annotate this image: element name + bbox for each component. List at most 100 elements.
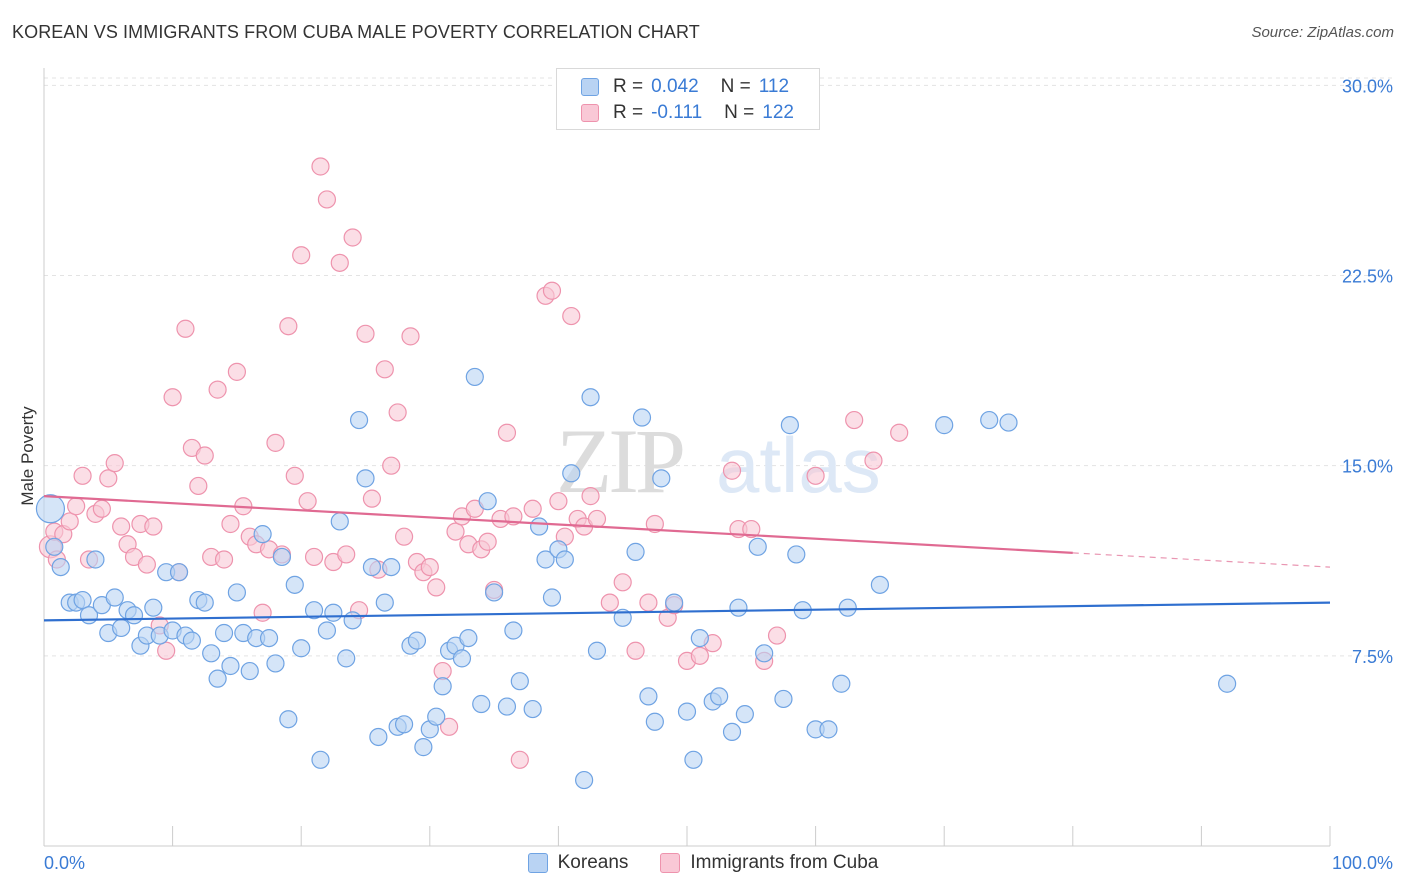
korean-point bbox=[51, 557, 70, 577]
watermark: ZIP atlas bbox=[556, 410, 881, 512]
correlation-legend: R = 0.042 N = 112 R = -0.111 N = 122 bbox=[556, 68, 820, 130]
cuba-point bbox=[742, 519, 761, 539]
korean-point bbox=[407, 631, 427, 650]
cuba-point bbox=[626, 641, 645, 660]
korean-point bbox=[112, 618, 131, 638]
cuba-point bbox=[189, 476, 208, 496]
cuba-point bbox=[542, 281, 562, 300]
korean-point bbox=[581, 388, 600, 407]
cuba-point bbox=[375, 360, 394, 379]
korean-point bbox=[575, 770, 594, 790]
cuba-point bbox=[253, 603, 272, 622]
cuba-point bbox=[208, 380, 227, 399]
korean-point bbox=[394, 715, 414, 734]
korean-point bbox=[613, 608, 632, 627]
cuba-point bbox=[439, 717, 459, 736]
korean-point bbox=[45, 537, 64, 556]
legend-swatch-cuba bbox=[581, 104, 599, 122]
cuba-point bbox=[163, 388, 182, 407]
cuba-trend-extension bbox=[1072, 552, 1331, 568]
legend-r-value: 0.042 bbox=[651, 76, 699, 97]
y-tick-label: 22.5% bbox=[1342, 267, 1393, 287]
korean-point bbox=[555, 550, 574, 569]
cuba-point bbox=[221, 514, 240, 534]
legend-label-koreans: Koreans bbox=[557, 852, 629, 873]
series-legend: Koreans Immigrants from Cuba bbox=[0, 852, 1406, 874]
cuba-point bbox=[330, 253, 349, 272]
korean-point bbox=[375, 593, 394, 612]
legend-n-label: N = bbox=[720, 76, 751, 97]
cuba-point bbox=[510, 750, 529, 769]
cuba-point bbox=[722, 461, 742, 480]
korean-point bbox=[510, 672, 529, 691]
korean-point bbox=[285, 575, 304, 594]
korean-point bbox=[356, 469, 375, 488]
cuba-point bbox=[497, 423, 517, 442]
korean-point bbox=[504, 621, 523, 640]
cuba-point bbox=[317, 190, 337, 209]
tick-labels: 7.5% 15.0% 22.5% 30.0% 0.0% 100.0% bbox=[44, 76, 1393, 873]
korean-point bbox=[542, 588, 562, 607]
korean-point bbox=[639, 687, 658, 706]
chart-title: KOREAN VS IMMIGRANTS FROM CUBA MALE POVE… bbox=[12, 22, 700, 42]
korean-point bbox=[465, 367, 484, 387]
korean-point bbox=[472, 694, 491, 714]
korean-point bbox=[626, 542, 645, 561]
cuba-point bbox=[285, 466, 304, 485]
korean-point bbox=[259, 628, 279, 648]
cuba-point bbox=[195, 446, 214, 465]
legend-item-cuba[interactable]: Immigrants from Cuba bbox=[660, 852, 878, 874]
korean-point bbox=[221, 656, 240, 676]
legend-label-cuba: Immigrants from Cuba bbox=[690, 852, 879, 873]
cuba-point bbox=[137, 555, 156, 574]
cuba-point bbox=[266, 433, 285, 452]
korean-point bbox=[311, 750, 330, 769]
legend-swatch-koreans bbox=[581, 78, 599, 96]
korean-point bbox=[317, 621, 337, 640]
cuba-point bbox=[562, 306, 581, 326]
korean-point bbox=[722, 722, 742, 742]
legend-r-label: R = bbox=[613, 76, 644, 97]
korean-point bbox=[182, 631, 201, 650]
korean-point bbox=[433, 677, 452, 696]
cuba-point bbox=[639, 593, 658, 612]
cuba-point bbox=[587, 509, 607, 529]
legend-row-koreans: R = 0.042 N = 112 bbox=[581, 74, 789, 100]
trend-lines bbox=[43, 495, 1331, 622]
korean-point bbox=[427, 707, 446, 726]
korean-point bbox=[272, 547, 292, 567]
korean-point bbox=[382, 557, 401, 577]
axes bbox=[43, 68, 1331, 847]
y-tick-label: 7.5% bbox=[1352, 647, 1393, 667]
korean-point bbox=[774, 689, 793, 709]
korean-point bbox=[999, 413, 1018, 432]
korean-point bbox=[870, 575, 890, 594]
korean-point bbox=[253, 525, 272, 544]
cuba-point bbox=[279, 317, 298, 336]
x-tick-label: 100.0% bbox=[1332, 853, 1393, 873]
korean-point bbox=[195, 593, 214, 612]
watermark-zip: ZIP bbox=[556, 410, 683, 512]
korean-point bbox=[266, 654, 285, 673]
korean-point bbox=[485, 583, 504, 602]
korean-point bbox=[665, 593, 684, 612]
korean-point bbox=[645, 712, 664, 731]
legend-item-koreans[interactable]: Koreans bbox=[527, 852, 629, 874]
korean-point bbox=[735, 705, 754, 724]
cuba-point bbox=[767, 626, 787, 645]
korean-point bbox=[105, 588, 124, 607]
korean-point bbox=[362, 557, 382, 577]
cuba-trend-line bbox=[43, 495, 1073, 554]
cuba-point bbox=[806, 466, 825, 485]
cuba-point bbox=[388, 403, 407, 422]
cuba-point bbox=[356, 324, 375, 343]
korean-point bbox=[86, 550, 105, 569]
legend-swatch-koreans bbox=[527, 853, 548, 873]
cuba-point bbox=[645, 514, 664, 534]
cuba-point bbox=[600, 593, 619, 612]
cuba-point bbox=[227, 362, 246, 381]
cuba-point bbox=[92, 499, 111, 518]
x-tick-label: 0.0% bbox=[44, 853, 85, 873]
cuba-point bbox=[690, 646, 709, 665]
korean-point bbox=[73, 590, 92, 610]
